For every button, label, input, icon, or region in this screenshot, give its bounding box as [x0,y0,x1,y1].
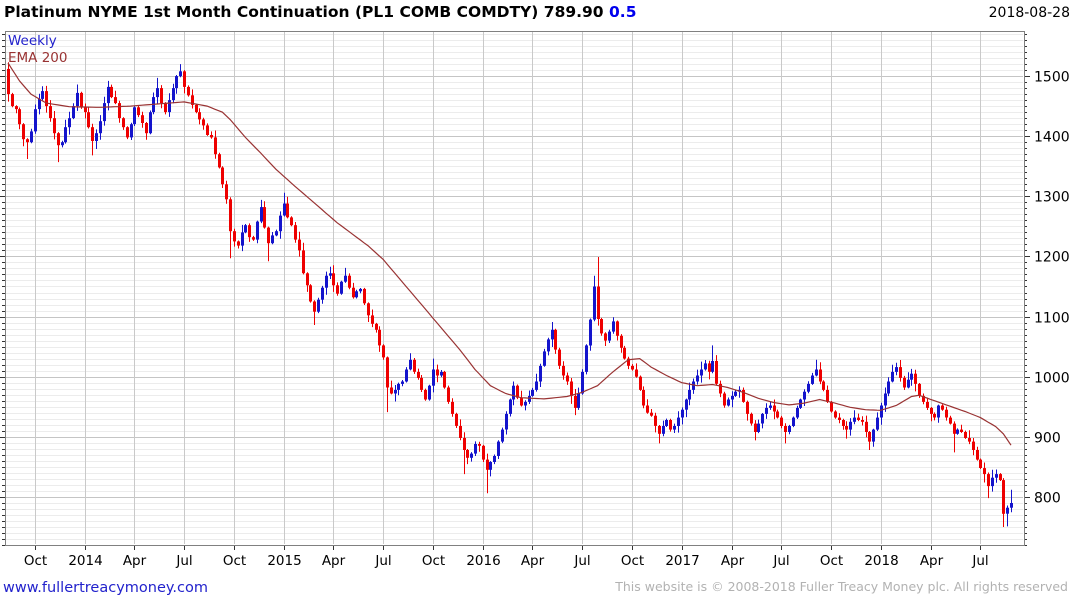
svg-text:Oct: Oct [24,553,47,569]
price-change: 0.5 [609,3,637,21]
svg-text:2016: 2016 [466,553,500,569]
svg-text:2017: 2017 [665,553,699,569]
svg-text:Oct: Oct [621,553,644,569]
svg-text:Jul: Jul [772,553,789,569]
svg-text:Apr: Apr [123,553,147,569]
svg-text:1400: 1400 [1034,130,1070,146]
axes [0,31,1030,550]
svg-text:1300: 1300 [1034,190,1070,206]
svg-text:800: 800 [1034,491,1061,507]
svg-text:Jul: Jul [374,553,391,569]
svg-text:1500: 1500 [1034,70,1070,86]
svg-text:Apr: Apr [521,553,545,569]
svg-text:Apr: Apr [920,553,944,569]
svg-text:Oct: Oct [820,553,843,569]
ema-line [7,62,1012,446]
svg-text:2014: 2014 [68,553,102,569]
svg-text:1100: 1100 [1034,311,1070,327]
svg-text:Jul: Jul [971,553,988,569]
chart-title-text: Platinum NYME 1st Month Continuation (PL… [4,3,539,21]
as-of-date: 2018-08-28 [988,5,1070,21]
svg-text:900: 900 [1034,431,1061,447]
ema-200-label: EMA 200 [8,50,68,66]
gridlines [6,32,1023,546]
axis-labels: 800 900 1000 1100 1200 1300 1400 1500 Oct 2014 Apr… [24,70,1070,570]
svg-text:Apr: Apr [322,553,346,569]
svg-text:Apr: Apr [721,553,745,569]
svg-text:Jul: Jul [573,553,590,569]
svg-text:Jul: Jul [175,553,192,569]
svg-text:2018: 2018 [864,553,898,569]
last-price: 789.90 [543,3,604,21]
svg-text:Oct: Oct [223,553,246,569]
svg-text:1200: 1200 [1034,250,1070,266]
svg-text:Oct: Oct [422,553,445,569]
chart-title: Platinum NYME 1st Month Continuation (PL… [4,3,636,21]
svg-text:2015: 2015 [267,553,301,569]
timeframe-label: Weekly [8,33,57,49]
copyright-text: This website is © 2008-2018 Fuller Treac… [615,579,1068,594]
svg-text:1000: 1000 [1034,371,1070,387]
candles-layer [7,62,1013,527]
site-link[interactable]: www.fullertreacymoney.com [3,580,208,596]
